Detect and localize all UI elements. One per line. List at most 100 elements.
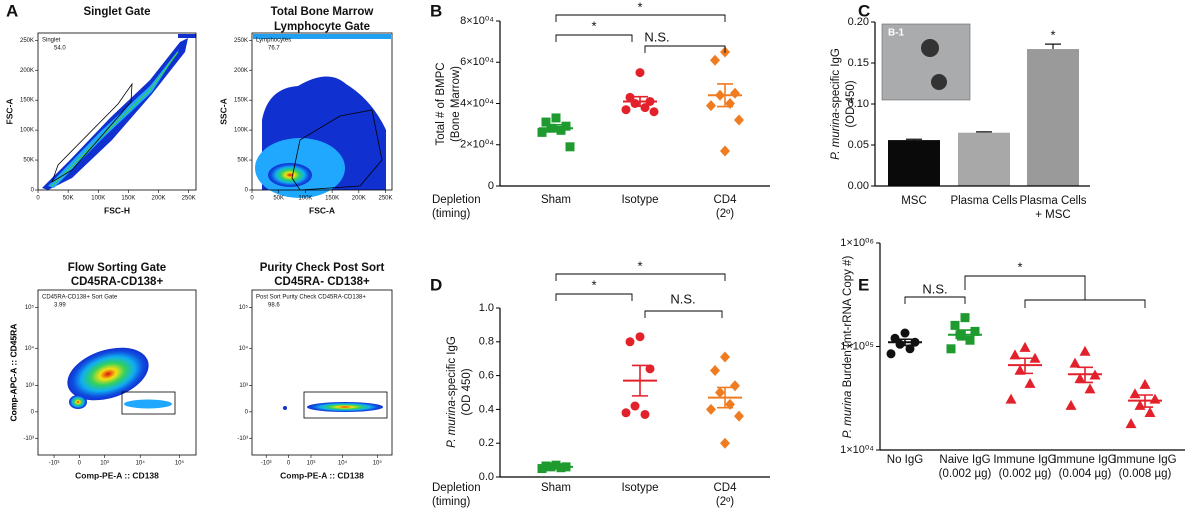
y-tick-label: -10³ — [23, 436, 34, 442]
y-axis-label: SSC-A — [218, 98, 228, 124]
cell — [931, 74, 947, 90]
data-point — [1065, 399, 1077, 410]
y-tick-label: 50K — [237, 158, 248, 164]
significance-bracket — [555, 293, 633, 301]
y-tick-label: 0.6 — [479, 370, 494, 382]
x-tick-label: CD4 — [713, 482, 737, 494]
inset-image: B-1 — [881, 23, 971, 101]
y-tick-label: 0 — [245, 188, 249, 194]
significance-bracket — [904, 296, 966, 304]
y-axis-label-rest: -specific IgG — [830, 48, 842, 112]
data-point — [1074, 373, 1086, 384]
sem-bar — [897, 338, 913, 347]
y-axis-label-italic: P. murina — [842, 391, 854, 439]
x-tick-label: 0 — [287, 461, 291, 467]
row-label: (timing) — [432, 208, 471, 220]
y-tick-label: 10³ — [239, 383, 248, 389]
x-tick-label: 150K — [325, 196, 339, 202]
y-tick-label: 0 — [31, 188, 35, 194]
panel-letter: B — [430, 1, 442, 20]
y-axis-label: Comp-APC-A :: CD45RA — [8, 324, 18, 422]
y-tick-label: 200K — [234, 68, 248, 74]
significance-bracket — [555, 14, 726, 22]
x-tick-label: 50K — [63, 196, 74, 202]
data-point — [640, 103, 650, 113]
bar — [1027, 49, 1079, 187]
y-axis-label-italic: P. murina — [446, 400, 458, 448]
density — [178, 34, 196, 38]
y-axis-label-rest: -specific IgG — [446, 336, 458, 400]
x-tick-label: No IgG — [887, 454, 923, 466]
data-point — [1129, 388, 1141, 399]
data-point — [621, 408, 631, 418]
data-point — [710, 365, 720, 377]
sem-bar — [632, 95, 648, 107]
density — [253, 34, 391, 39]
sem-bar — [717, 386, 733, 409]
data-point — [1005, 393, 1017, 404]
data-point — [734, 410, 744, 422]
x-tick-label: -10³ — [261, 461, 272, 467]
plot-title: Singlet Gate — [83, 6, 150, 18]
x-tick-label: (0.002 µg) — [999, 468, 1052, 480]
plot-frame — [251, 289, 393, 456]
sem-bar — [1077, 366, 1093, 384]
x-tick-label: 10³ — [307, 461, 316, 467]
data-point — [1069, 357, 1081, 368]
data-point — [551, 113, 561, 123]
data-point — [715, 387, 725, 398]
density — [48, 48, 180, 188]
y-tick-label: 1×10⁰⁶ — [840, 237, 874, 249]
data-point — [706, 403, 716, 415]
y-tick-label: 0 — [488, 180, 494, 192]
data-point — [950, 320, 960, 330]
y-tick-label: 0.4 — [479, 403, 494, 415]
significance-label: * — [591, 18, 596, 33]
density — [51, 51, 179, 187]
x-tick-label: 0 — [250, 196, 254, 202]
x-tick-label: 10³ — [100, 461, 109, 467]
panel-letter: D — [430, 275, 442, 294]
y-tick-label: 150K — [20, 98, 34, 104]
y-tick-label: 0 — [245, 409, 249, 415]
significance-label: * — [637, 258, 642, 273]
y-axis-label-italic: P. murina — [830, 112, 842, 160]
x-tick-label: Isotype — [621, 194, 658, 206]
data-point — [625, 92, 635, 102]
y-tick-label: 1.0 — [479, 302, 494, 314]
data-point — [537, 464, 547, 474]
gate-value: 98.6 — [268, 303, 280, 309]
y-tick-label: -10³ — [237, 436, 248, 442]
x-tick-label: (2º) — [716, 496, 734, 508]
gate — [303, 391, 388, 419]
x-tick-label: 10⁵ — [175, 460, 185, 467]
significance-label: * — [1017, 259, 1022, 274]
y-tick-label: 50K — [23, 158, 34, 164]
x-axis-label: FSC-A — [309, 205, 335, 215]
plot-title: Flow Sorting Gate — [68, 262, 166, 274]
data-point — [635, 68, 645, 78]
data-point — [960, 313, 970, 323]
data-point — [1139, 378, 1151, 389]
y-tick-label: 1×10⁰⁵ — [840, 340, 874, 352]
plot-title: Total Bone Marrow — [271, 6, 374, 18]
data-point — [640, 409, 650, 419]
x-tick-label: 250K — [379, 196, 393, 202]
density — [283, 406, 287, 410]
data-point — [1014, 364, 1026, 375]
y-tick-label: 0.10 — [848, 98, 869, 110]
sem-bar — [548, 123, 564, 133]
data-point — [621, 105, 631, 115]
y-tick-label: 4×10⁰⁴ — [460, 97, 494, 109]
flow-density — [42, 34, 391, 419]
bar — [888, 140, 940, 186]
plot-frame — [251, 32, 393, 191]
data-point — [706, 100, 716, 112]
y-tick-label: 0 — [31, 409, 35, 415]
row-label: Depletion — [432, 194, 481, 206]
data-point — [970, 326, 980, 336]
x-tick-label: 10⁴ — [338, 460, 348, 467]
x-axis-label: Comp-PE-A :: CD138 — [75, 470, 159, 480]
data-point — [886, 349, 896, 359]
x-tick-label: (0.004 µg) — [1059, 468, 1112, 480]
